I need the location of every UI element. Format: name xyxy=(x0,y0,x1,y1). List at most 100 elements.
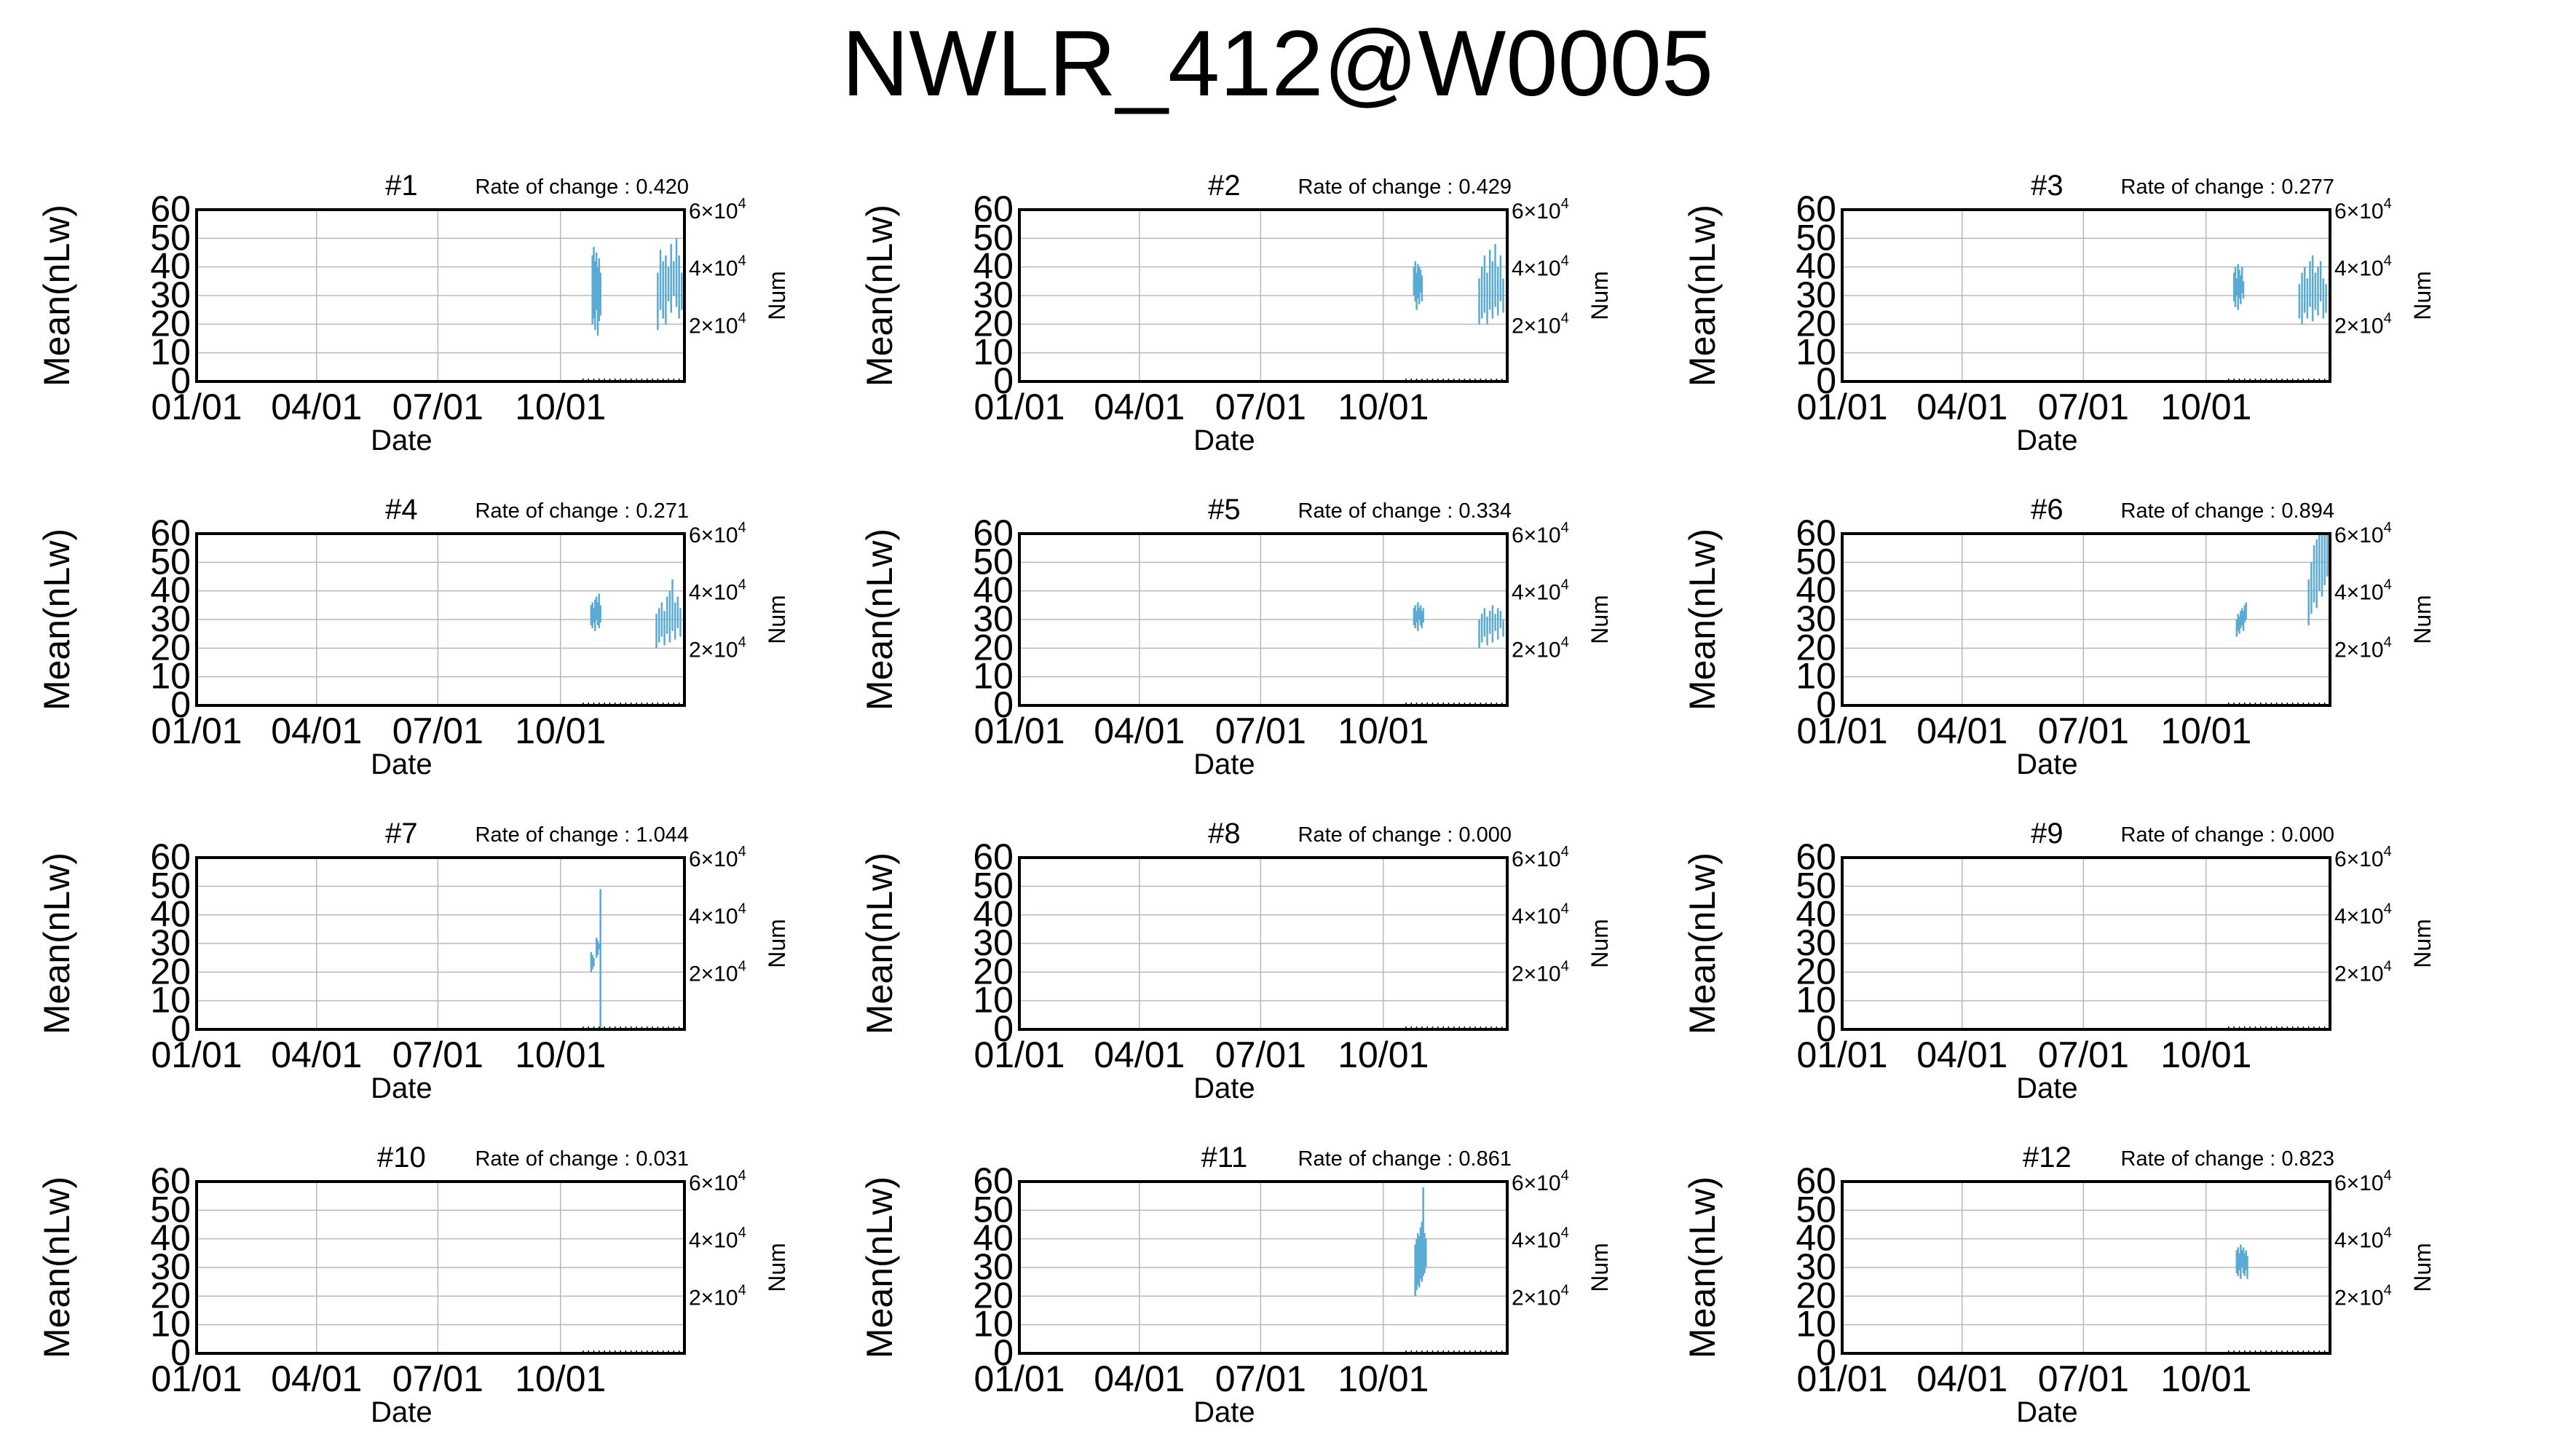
y2-tick-exponent: 4 xyxy=(2384,844,2392,860)
y-tick-label: 0 xyxy=(1816,1332,1836,1373)
y2-tick-base: 6×10 xyxy=(689,199,738,223)
x-tick-label: 07/01 xyxy=(1215,387,1306,427)
y-tick-label: 10 xyxy=(150,1304,191,1345)
data-series xyxy=(1478,244,1504,325)
x-tick-label: 10/01 xyxy=(2160,1358,2251,1399)
y2-tick-exponent: 4 xyxy=(2384,577,2392,593)
x-axis-label: Date xyxy=(1193,424,1255,456)
y-tick-label: 50 xyxy=(1796,1189,1836,1230)
y2-tick-exponent: 4 xyxy=(738,310,746,326)
y-tick-label: 20 xyxy=(150,951,191,992)
y2-tick-exponent: 4 xyxy=(2384,1225,2392,1241)
y2-axis-label: Num xyxy=(1587,595,1613,644)
y2-tick-exponent: 4 xyxy=(738,196,746,212)
y-tick-label: 40 xyxy=(973,894,1014,935)
y-tick-label: 20 xyxy=(1796,1275,1836,1315)
data-series xyxy=(590,593,601,631)
panel-title: #1 xyxy=(385,170,418,202)
y2-tick-exponent: 4 xyxy=(1561,1282,1569,1298)
y2-tick-exponent: 4 xyxy=(1561,196,1569,212)
y2-axis-label: Num xyxy=(1587,271,1613,320)
y-tick-label: 60 xyxy=(150,513,191,553)
y2-tick-base: 2×10 xyxy=(1512,1286,1561,1310)
y2-tick-base: 6×10 xyxy=(2334,523,2384,547)
y-axis-label: Mean(nLw) xyxy=(1682,205,1723,387)
plot-frame xyxy=(195,856,686,1031)
plot-frame xyxy=(1841,1180,2331,1355)
y2-tick-label: 6×104 xyxy=(689,844,746,871)
y2-tick-label: 4×104 xyxy=(2334,253,2392,281)
y-tick-label: 10 xyxy=(973,332,1014,373)
y2-tick-exponent: 4 xyxy=(738,958,746,974)
data-series xyxy=(657,238,683,331)
x-tick-label: 07/01 xyxy=(392,1358,483,1399)
y-tick-label: 10 xyxy=(973,1304,1014,1345)
y-tick-label: 20 xyxy=(150,303,191,344)
y2-tick-label: 6×104 xyxy=(689,520,746,547)
rate-of-change-label: Rate of change : 0.894 xyxy=(2121,499,2334,523)
y-axis-label: Mean(nLw) xyxy=(1682,529,1723,711)
data-series xyxy=(2298,255,2327,325)
y2-tick-base: 4×10 xyxy=(1512,257,1561,281)
y-tick-label: 30 xyxy=(1796,598,1836,639)
y-tick-label: 40 xyxy=(1796,246,1836,287)
y2-tick-base: 2×10 xyxy=(2334,1286,2384,1310)
y2-tick-exponent: 4 xyxy=(2384,901,2392,917)
y2-axis-label: Num xyxy=(764,271,790,320)
x-tick-label: 10/01 xyxy=(2160,711,2251,751)
x-tick-label: 04/01 xyxy=(1916,1034,2007,1075)
x-tick-label: 07/01 xyxy=(1215,1034,1306,1075)
x-tick-label: 10/01 xyxy=(1338,1034,1429,1075)
y-tick-label: 50 xyxy=(150,541,191,582)
x-tick-label: 04/01 xyxy=(1094,1034,1185,1075)
x-tick-label: 04/01 xyxy=(271,1034,362,1075)
rate-of-change-label: Rate of change : 0.000 xyxy=(1298,823,1512,847)
y-tick-label: 60 xyxy=(973,836,1014,877)
y-tick-label: 10 xyxy=(1796,980,1836,1021)
y-tick-label: 20 xyxy=(1796,951,1836,992)
data-series xyxy=(1478,605,1504,649)
y2-tick-label: 4×104 xyxy=(2334,577,2392,605)
y2-tick-base: 4×10 xyxy=(1512,905,1561,929)
x-tick-label: 04/01 xyxy=(271,387,362,427)
y2-tick-label: 4×104 xyxy=(689,253,746,281)
y2-tick-base: 4×10 xyxy=(2334,1229,2384,1253)
y-tick-label: 20 xyxy=(1796,627,1836,668)
y-tick-label: 0 xyxy=(993,684,1014,725)
rate-of-change-label: Rate of change : 0.861 xyxy=(1298,1147,1512,1171)
x-tick-label: 10/01 xyxy=(1338,387,1429,427)
x-tick-label: 01/01 xyxy=(151,711,242,751)
y2-tick-label: 2×104 xyxy=(689,634,746,662)
x-axis-label: Date xyxy=(371,1072,433,1104)
y-tick-label: 20 xyxy=(150,1275,191,1315)
y-axis-label: Mean(nLw) xyxy=(1682,852,1723,1034)
y-axis-label: Mean(nLw) xyxy=(36,852,77,1034)
y-tick-label: 60 xyxy=(150,836,191,877)
x-tick-label: 04/01 xyxy=(1094,387,1185,427)
y2-tick-label: 2×104 xyxy=(1512,958,1569,986)
y-tick-label: 50 xyxy=(150,865,191,906)
y2-tick-base: 2×10 xyxy=(689,1286,738,1310)
x-tick-label: 01/01 xyxy=(151,1358,242,1399)
rate-of-change-label: Rate of change : 1.044 xyxy=(475,823,689,847)
y2-axis-label: Num xyxy=(1587,1243,1613,1292)
y-tick-label: 10 xyxy=(150,656,191,697)
y-tick-label: 30 xyxy=(150,274,191,315)
y-tick-label: 0 xyxy=(1816,684,1836,725)
y-tick-label: 10 xyxy=(150,980,191,1021)
x-tick-label: 04/01 xyxy=(271,1358,362,1399)
y-tick-label: 30 xyxy=(973,922,1014,963)
y2-tick-base: 4×10 xyxy=(689,1229,738,1253)
y2-tick-exponent: 4 xyxy=(1561,844,1569,860)
y2-tick-exponent: 4 xyxy=(1561,901,1569,917)
x-axis-label: Date xyxy=(2016,1396,2078,1428)
y2-tick-base: 4×10 xyxy=(689,257,738,281)
y2-tick-label: 4×104 xyxy=(1512,253,1569,281)
y2-tick-label: 4×104 xyxy=(1512,1225,1569,1253)
y2-tick-base: 2×10 xyxy=(2334,962,2384,986)
y-tick-label: 30 xyxy=(973,274,1014,315)
x-axis-label: Date xyxy=(371,748,433,780)
y2-tick-label: 4×104 xyxy=(1512,901,1569,929)
